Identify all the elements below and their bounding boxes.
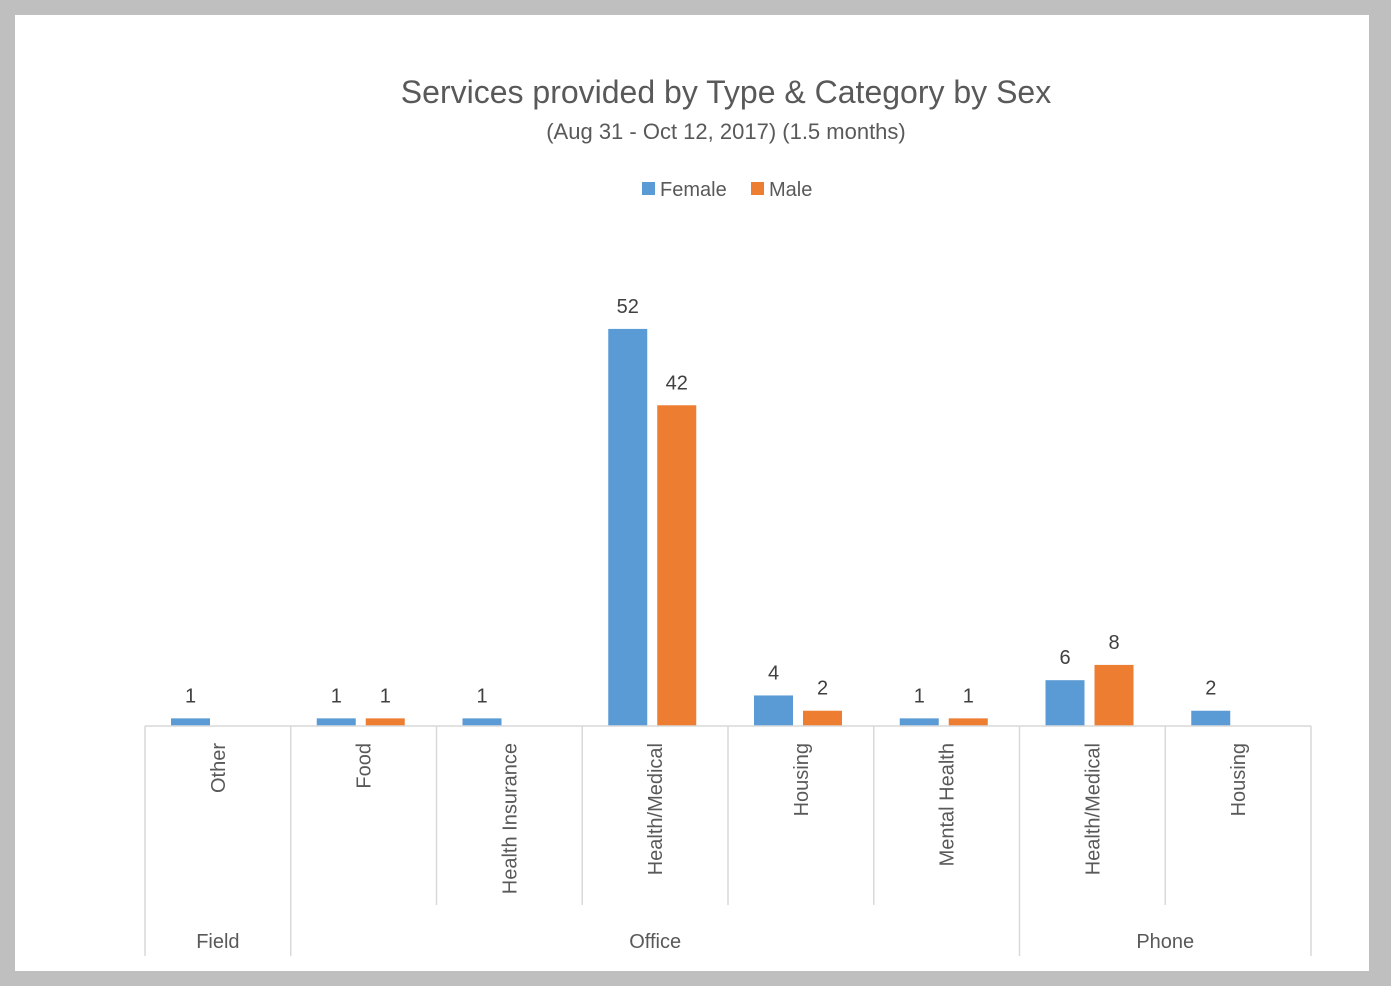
category-label: Food: [354, 743, 376, 789]
category-label: Mental Health: [937, 743, 959, 866]
bar-male: [803, 710, 842, 726]
bars: [171, 328, 1231, 726]
legend-swatch-female: [642, 182, 655, 195]
category-label: Health/Medical: [645, 743, 667, 875]
legend: Female Male: [642, 179, 812, 201]
category-label: Housing: [1228, 743, 1250, 816]
group-label-phone: Phone: [1136, 931, 1194, 953]
data-labels: 1 1 1 52 4 1 6 2 1 42 2 1 8: [185, 296, 1216, 707]
bar-female: [899, 718, 939, 726]
x-axis: Other Food Health Insurance Health/Medical H…: [144, 725, 1312, 956]
category-label: Housing: [791, 743, 813, 816]
bar-female: [754, 695, 793, 726]
data-label-male: 42: [666, 372, 688, 394]
bar-female: [1045, 680, 1085, 726]
data-label-female: 1: [331, 685, 342, 707]
bar-male: [365, 718, 405, 726]
bar-female: [1191, 710, 1231, 726]
data-label-female: 1: [476, 685, 487, 707]
category-label: Health/Medical: [1082, 743, 1104, 875]
data-label-female: 4: [768, 662, 779, 684]
chart-subtitle: (Aug 31 - Oct 12, 2017) (1.5 months): [546, 119, 906, 144]
data-label-female: 52: [617, 296, 639, 318]
bar-female: [171, 718, 210, 726]
data-label-male: 1: [380, 685, 391, 707]
category-label: Health Insurance: [499, 743, 521, 894]
bar-female: [608, 328, 648, 726]
data-label-male: 1: [963, 685, 974, 707]
data-label-female: 6: [1059, 647, 1070, 669]
bar-male: [948, 718, 988, 726]
data-label-female: 1: [914, 685, 925, 707]
chart-title: Services provided by Type & Category by …: [401, 74, 1051, 110]
bar-female: [462, 718, 502, 726]
legend-label-male: Male: [769, 179, 812, 201]
legend-swatch-male: [751, 182, 764, 195]
category-label: Other: [208, 743, 230, 793]
bar-chart: Services provided by Type & Category by …: [144, 74, 1312, 956]
data-label-male: 2: [817, 678, 828, 700]
group-label-field: Field: [196, 931, 239, 953]
legend-label-female: Female: [660, 179, 727, 201]
bar-male: [657, 405, 697, 726]
bar-male: [1094, 664, 1134, 726]
data-label-male: 8: [1108, 632, 1119, 654]
group-label-office: Office: [629, 931, 681, 953]
chart-frame: Services provided by Type & Category by …: [15, 15, 1369, 971]
bar-female: [316, 718, 356, 726]
data-label-female: 1: [185, 685, 196, 707]
data-label-female: 2: [1205, 678, 1216, 700]
